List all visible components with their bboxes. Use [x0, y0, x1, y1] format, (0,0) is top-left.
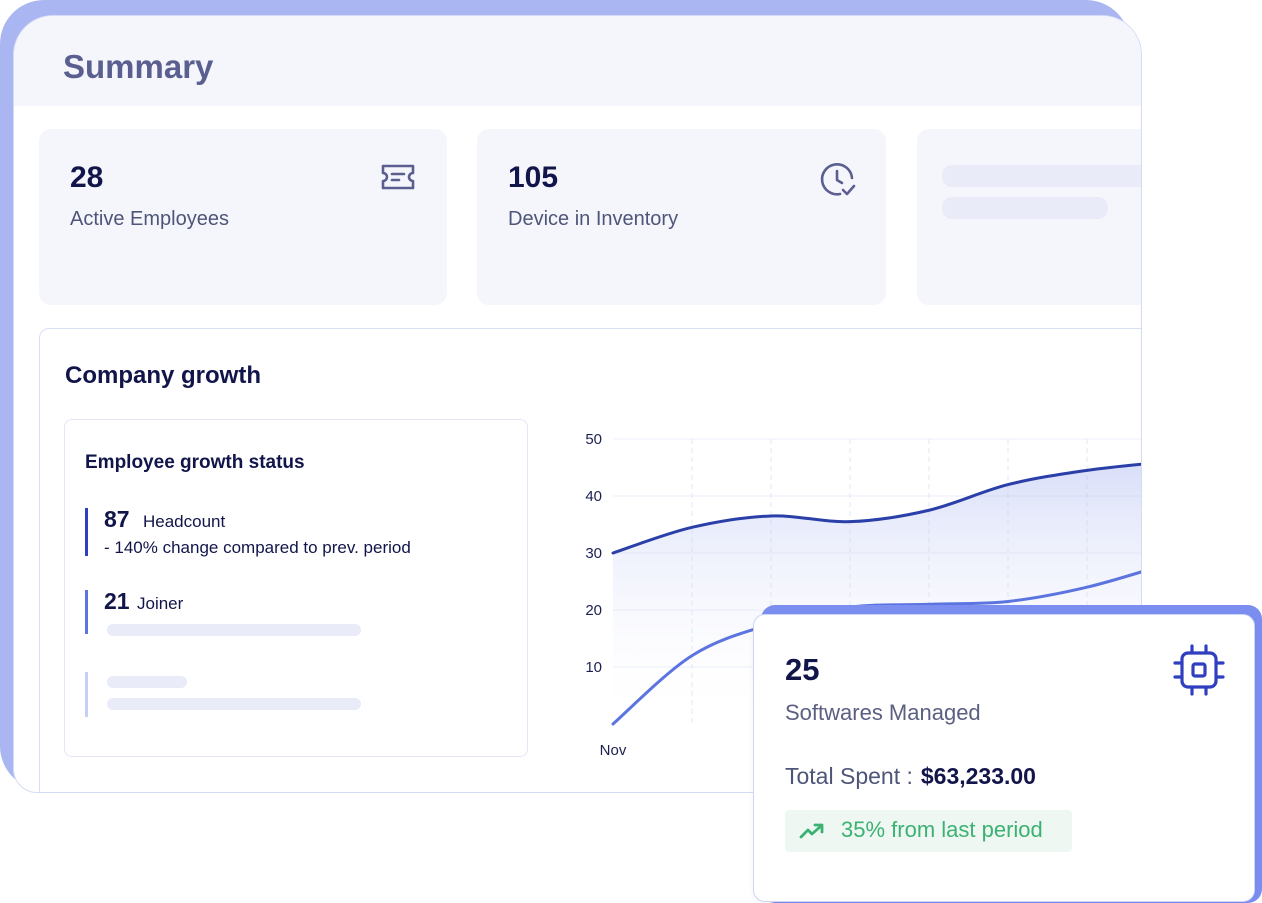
y-tick-label: 10: [585, 659, 602, 676]
series-line: [611, 462, 1141, 555]
ticket-icon: [379, 161, 417, 198]
company-growth-card: Company growth Employee growth status 87…: [39, 328, 1141, 792]
total-spent-value: $63,233.00: [920, 763, 1036, 789]
skeleton-line: [107, 698, 361, 710]
joiner-label: Joiner: [137, 594, 184, 613]
y-tick-label: 20: [585, 602, 602, 619]
employee-growth-status: Employee growth status 87 Headcount - 14…: [64, 419, 528, 757]
joiner-indicator: [85, 590, 88, 634]
active-employees-value: 28: [70, 161, 104, 194]
x-tick-label: Nov: [600, 742, 627, 759]
headcount-label: Headcount: [143, 512, 226, 531]
skeleton-line: [107, 676, 187, 688]
placeholder-indicator: [85, 672, 88, 717]
summary-panel: Summary 28 Active Employees 105 Device i…: [13, 15, 1142, 793]
active-employees-label: Active Employees: [70, 208, 229, 230]
loading-stat-card: [917, 129, 1141, 305]
software-label: Softwares Managed: [785, 700, 981, 725]
clock-check-icon: [818, 161, 856, 204]
device-inventory-card[interactable]: 105 Device in Inventory: [477, 129, 886, 305]
total-spent-label: Total Spent :: [785, 763, 913, 789]
page-title: Summary: [63, 48, 214, 85]
trending-up-icon: [799, 821, 825, 846]
skeleton-line: [942, 165, 1141, 187]
trend-text: 35% from last period: [841, 817, 1043, 842]
y-tick-label: 30: [585, 545, 602, 562]
y-tick-label: 40: [585, 488, 602, 505]
headcount-indicator: [85, 508, 88, 556]
device-inventory-label: Device in Inventory: [508, 208, 679, 230]
total-spent: Total Spent : $63,233.00: [785, 763, 1036, 790]
company-growth-title: Company growth: [65, 362, 261, 389]
y-tick-label: 50: [585, 431, 602, 448]
software-count: 25: [785, 652, 820, 687]
headcount-change: - 140% change compared to prev. period: [104, 538, 411, 557]
joiner-value: 21: [104, 588, 130, 614]
skeleton-line: [107, 624, 361, 636]
device-inventory-value: 105: [508, 161, 559, 194]
skeleton-line: [942, 197, 1108, 219]
employee-growth-status-title: Employee growth status: [85, 452, 305, 473]
trend-badge: 35% from last period: [785, 810, 1072, 852]
active-employees-card[interactable]: 28 Active Employees: [39, 129, 447, 305]
software-managed-card[interactable]: 25 Softwares Managed Total Spent : $63,23…: [753, 614, 1255, 902]
summary-header: Summary: [14, 16, 1141, 106]
cpu-chip-icon: [1172, 643, 1226, 702]
headcount-value: 87: [104, 506, 130, 532]
